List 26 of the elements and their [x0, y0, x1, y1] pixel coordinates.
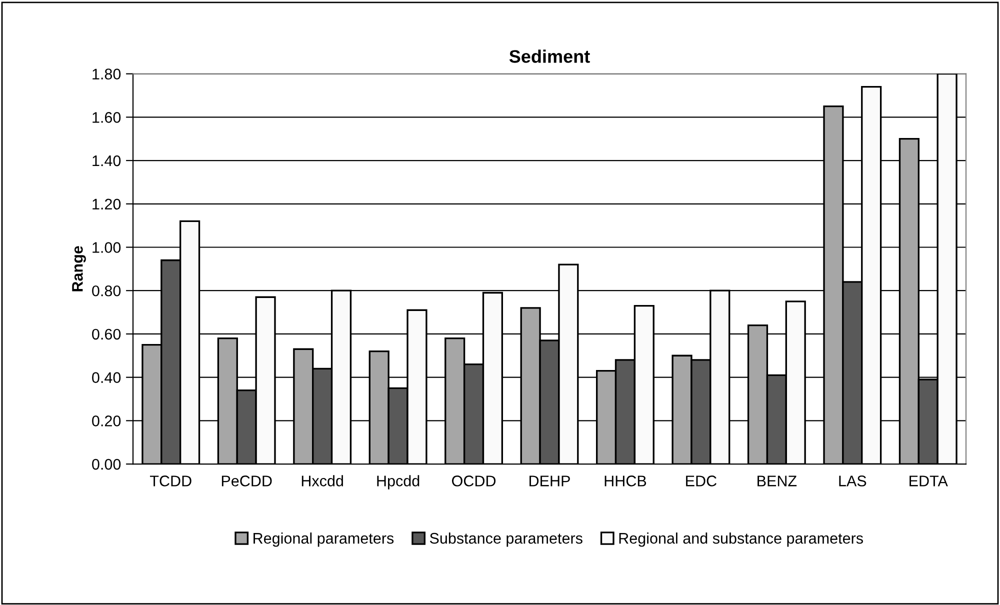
x-tick-label: HHCB — [604, 476, 646, 486]
chart-title: Sediment — [509, 50, 590, 63]
legend-label: Regional parameters — [254, 532, 394, 547]
x-tick-label: Hxcdd — [302, 475, 343, 486]
x-tick-label: LAS — [839, 476, 866, 486]
y-tick-label: 1.20 — [92, 198, 121, 210]
x-tick-label: Hpcdd — [377, 475, 420, 490]
y-tick-label: 0.60 — [92, 328, 121, 340]
y-tick-label: 0.40 — [92, 372, 121, 384]
x-tick-label: DEHP — [530, 476, 570, 486]
x-tick-label: EDTA — [910, 476, 948, 486]
y-tick-label: 1.80 — [92, 68, 121, 80]
x-tick-label: BENZ — [758, 476, 797, 486]
y-tick-label: 0.00 — [92, 458, 121, 470]
legend-label: Substance parameters — [430, 532, 582, 547]
y-tick-label: 1.00 — [92, 242, 121, 253]
x-tick-label: TCDD — [150, 476, 192, 486]
y-tick-label: 0.20 — [92, 416, 121, 426]
x-tick-label: OCDD — [452, 476, 496, 486]
y-tick-label: 0.80 — [92, 285, 121, 296]
y-tick-label: 1.40 — [92, 155, 121, 166]
y-axis-title: Range — [72, 246, 86, 292]
x-tick-label: EDC — [686, 476, 716, 486]
legend-label: Regional and substance parameters — [619, 532, 863, 547]
y-tick-label: 1.60 — [92, 112, 121, 123]
x-tick-label: PeCDD — [222, 476, 272, 486]
